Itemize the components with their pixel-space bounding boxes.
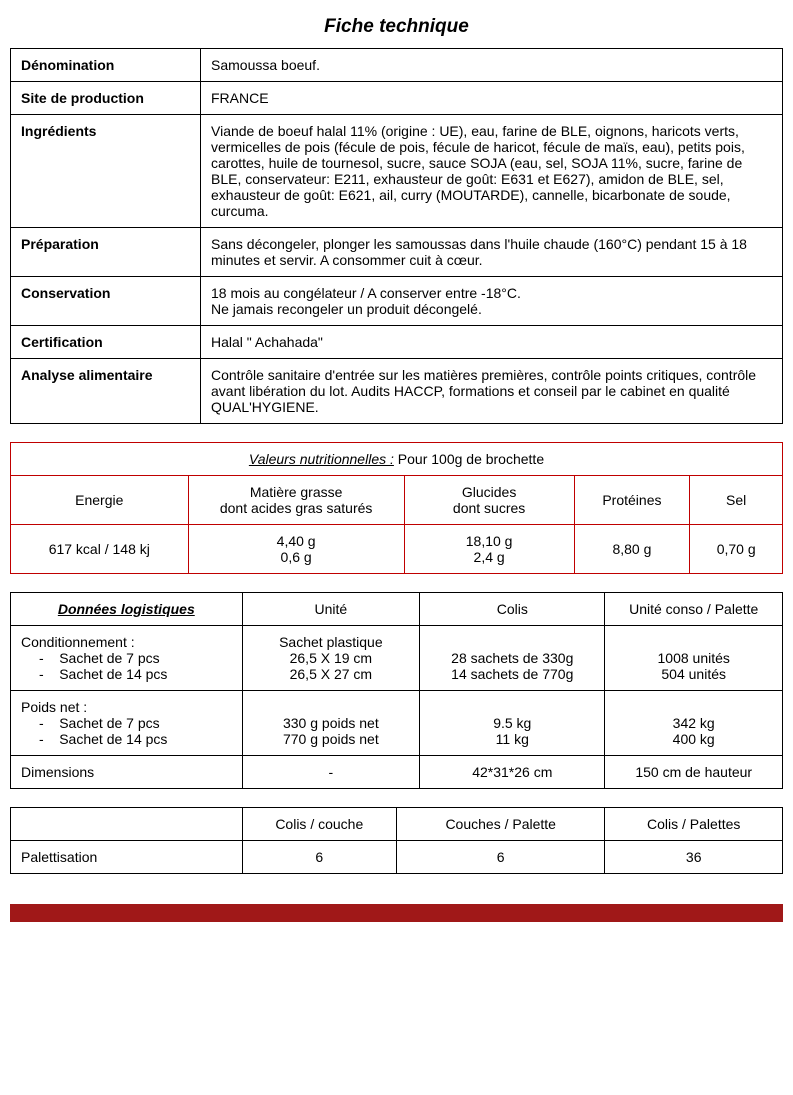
nutri-v-glucides2: 2,4 g	[415, 549, 564, 565]
nutri-h-glucides1: Glucides	[415, 484, 564, 500]
logistics-colis: 28 sachets de 330g 14 sachets de 770g	[420, 626, 605, 691]
logistics-palette: 150 cm de hauteur	[605, 756, 783, 789]
info-label: Site de production	[11, 82, 201, 115]
nutri-v-matiere2: 0,6 g	[199, 549, 394, 565]
logistics-palette: 1008 unités 504 unités	[605, 626, 783, 691]
logistics-row: Poids net :- Sachet de 7 pcs- Sachet de …	[11, 691, 783, 756]
info-value: Sans décongeler, plonger les samoussas d…	[201, 228, 783, 277]
logi-col-palette: Unité conso / Palette	[605, 593, 783, 626]
info-value: Halal " Achahada"	[201, 326, 783, 359]
info-label: Préparation	[11, 228, 201, 277]
info-row: Conservation18 mois au congélateur / A c…	[11, 277, 783, 326]
nutri-h-glucides: Glucides dont sucres	[404, 476, 574, 525]
nutrition-title-label: Valeurs nutritionnelles :	[249, 451, 394, 467]
pallet-col-3: Colis / Palettes	[605, 808, 783, 841]
pallet-col-1: Colis / couche	[242, 808, 396, 841]
info-label: Analyse alimentaire	[11, 359, 201, 424]
page-title: Fiche technique	[10, 16, 783, 38]
info-label: Ingrédients	[11, 115, 201, 228]
nutri-v-energie: 617 kcal / 148 kj	[11, 525, 189, 574]
info-row: CertificationHalal " Achahada"	[11, 326, 783, 359]
logistics-row-left: Poids net :- Sachet de 7 pcs- Sachet de …	[11, 691, 243, 756]
logi-col-colis: Colis	[420, 593, 605, 626]
nutri-h-matiere1: Matière grasse	[199, 484, 394, 500]
pallet-v2: 6	[396, 841, 604, 874]
logistics-colis: 9.5 kg 11 kg	[420, 691, 605, 756]
logistics-unite: -	[242, 756, 420, 789]
info-value: 18 mois au congélateur / A conserver ent…	[201, 277, 783, 326]
info-row: Analyse alimentaireContrôle sanitaire d'…	[11, 359, 783, 424]
logistics-table: Données logistiques Unité Colis Unité co…	[10, 592, 783, 789]
pallet-col-2: Couches / Palette	[396, 808, 604, 841]
nutrition-table: Valeurs nutritionnelles : Pour 100g de b…	[10, 442, 783, 574]
logistics-row: Dimensions-42*31*26 cm150 cm de hauteur	[11, 756, 783, 789]
logistics-row-left: Conditionnement :- Sachet de 7 pcs- Sach…	[11, 626, 243, 691]
info-row: Site de productionFRANCE	[11, 82, 783, 115]
info-label: Dénomination	[11, 49, 201, 82]
logistics-unite: 330 g poids net 770 g poids net	[242, 691, 420, 756]
info-value: Viande de boeuf halal 11% (origine : UE)…	[201, 115, 783, 228]
nutri-v-glucides: 18,10 g 2,4 g	[404, 525, 574, 574]
logistics-palette: 342 kg 400 kg	[605, 691, 783, 756]
nutri-v-matiere1: 4,40 g	[199, 533, 394, 549]
nutri-h-matiere2: dont acides gras saturés	[199, 500, 394, 516]
nutri-h-matiere: Matière grasse dont acides gras saturés	[188, 476, 404, 525]
info-value: FRANCE	[201, 82, 783, 115]
pallet-table: Colis / couche Couches / Palette Colis /…	[10, 807, 783, 874]
pallet-v3: 36	[605, 841, 783, 874]
logistics-header: Données logistiques	[11, 593, 243, 626]
nutri-h-sel: Sel	[690, 476, 783, 525]
logistics-colis: 42*31*26 cm	[420, 756, 605, 789]
pallet-label: Palettisation	[11, 841, 243, 874]
info-row: PréparationSans décongeler, plonger les …	[11, 228, 783, 277]
nutri-h-proteines: Protéines	[574, 476, 690, 525]
nutri-v-matiere: 4,40 g 0,6 g	[188, 525, 404, 574]
pallet-v1: 6	[242, 841, 396, 874]
nutri-v-proteines: 8,80 g	[574, 525, 690, 574]
nutri-v-glucides1: 18,10 g	[415, 533, 564, 549]
info-value: Contrôle sanitaire d'entrée sur les mati…	[201, 359, 783, 424]
info-label: Certification	[11, 326, 201, 359]
info-value: Samoussa boeuf.	[201, 49, 783, 82]
logistics-unite: Sachet plastique 26,5 X 19 cm 26,5 X 27 …	[242, 626, 420, 691]
nutri-h-glucides2: dont sucres	[415, 500, 564, 516]
logi-col-unite: Unité	[242, 593, 420, 626]
nutrition-title: Valeurs nutritionnelles : Pour 100g de b…	[11, 443, 783, 476]
logistics-row: Conditionnement :- Sachet de 7 pcs- Sach…	[11, 626, 783, 691]
info-table: DénominationSamoussa boeuf.Site de produ…	[10, 48, 783, 424]
info-label: Conservation	[11, 277, 201, 326]
logistics-row-left: Dimensions	[11, 756, 243, 789]
bottom-bar	[10, 904, 783, 922]
nutri-h-energie: Energie	[11, 476, 189, 525]
nutri-v-sel: 0,70 g	[690, 525, 783, 574]
pallet-empty-header	[11, 808, 243, 841]
nutrition-title-rest: Pour 100g de brochette	[394, 451, 544, 467]
info-row: DénominationSamoussa boeuf.	[11, 49, 783, 82]
info-row: IngrédientsViande de boeuf halal 11% (or…	[11, 115, 783, 228]
